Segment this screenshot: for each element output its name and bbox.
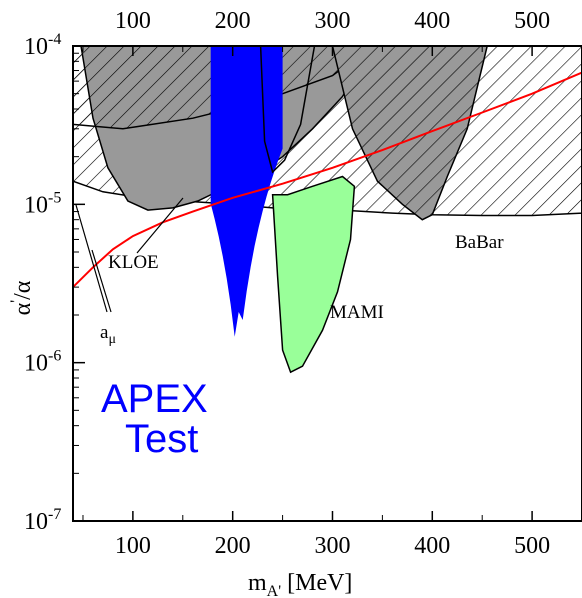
a-mu-pointer-2 (91, 249, 112, 313)
x-axis-title: mA' [MeV] (248, 570, 352, 598)
x-tick-label-top: 100 (115, 8, 151, 34)
x-tick-label-bottom: 300 (314, 533, 350, 559)
y-tick-label: 10-6 (24, 348, 61, 377)
x-tick-label-top: 400 (414, 8, 450, 34)
y-axis-title: α'/α (8, 280, 36, 315)
y-tick-label: 10-7 (24, 506, 61, 535)
y-tick-label: 10-4 (24, 31, 61, 60)
inner-boundary-line (259, 46, 316, 174)
x-tick-label-top: 200 (215, 8, 251, 34)
x-tick-label-top: 500 (514, 8, 550, 34)
x-tick-label-bottom: 400 (414, 533, 450, 559)
kloe-pointer (136, 197, 184, 254)
x-tick-label-bottom: 500 (514, 533, 550, 559)
apex-label-line1: APEX (101, 377, 208, 421)
a-mu-curve (73, 71, 582, 288)
a-mu-pointer-1 (75, 204, 108, 313)
babar-label: BaBar (455, 232, 504, 253)
x-tick-label-top: 300 (314, 8, 350, 34)
x-tick-label-bottom: 200 (215, 533, 251, 559)
gray-hatched-region-pattern (332, 46, 488, 220)
mami-region (271, 175, 356, 374)
mami-label: MAMI (330, 302, 384, 323)
a-mu-label: aμ (100, 322, 116, 347)
x-tick-label-bottom: 100 (115, 533, 151, 559)
y-tick-label: 10-5 (24, 189, 61, 218)
apex-test-region (210, 46, 283, 337)
apex-label-line2: Test (125, 417, 198, 461)
plot-frame (72, 45, 582, 522)
kloe-label: KLOE (108, 252, 159, 273)
